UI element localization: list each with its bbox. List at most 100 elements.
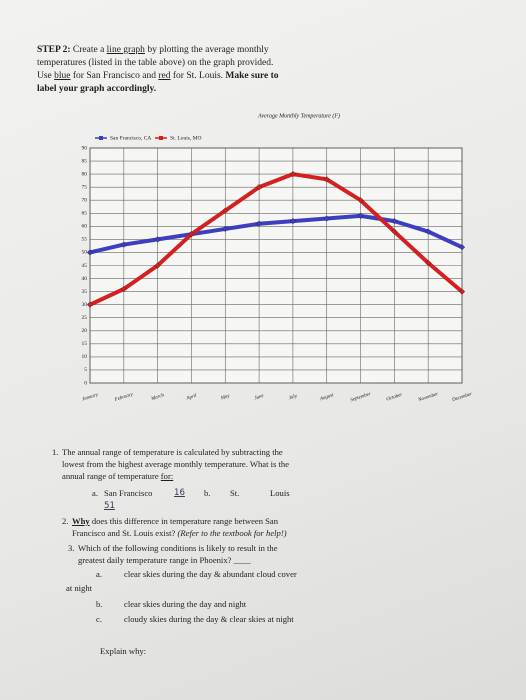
point — [357, 212, 364, 220]
y-tick-label: 0 — [84, 380, 87, 386]
chart-title: Average Monthly Temperature (F) — [257, 112, 340, 119]
point — [255, 220, 263, 227]
legend-label: San Francisco, CA — [110, 135, 151, 141]
legend-label: St. Louis, MO — [170, 135, 202, 141]
question-3: 3. Which of the following conditions is … — [68, 542, 303, 566]
text: Which of the following conditions is lik… — [78, 543, 278, 565]
x-tick-label: October — [386, 393, 403, 403]
text: clear skies during the day & abundant cl… — [124, 569, 297, 579]
legend-marker — [159, 136, 163, 140]
point — [86, 249, 94, 256]
series-line — [89, 213, 463, 255]
point — [255, 184, 263, 191]
text: by plotting the average monthly temperat… — [37, 45, 274, 81]
text: Create a — [72, 45, 105, 55]
marker: a. — [96, 569, 102, 579]
text: does this difference in temperature rang… — [72, 516, 279, 538]
text: at night — [66, 583, 93, 593]
y-tick-label: 85 — [82, 158, 88, 164]
text: St. — [230, 488, 240, 498]
point — [323, 176, 330, 183]
marker: c. — [96, 614, 102, 624]
point — [154, 262, 161, 269]
text: clear skies during the day and night — [124, 599, 247, 609]
number: 1. — [52, 447, 59, 457]
y-tick-label: 90 — [82, 145, 88, 151]
point — [425, 228, 432, 235]
point — [458, 288, 466, 295]
text: San Francisco — [104, 488, 153, 498]
point — [391, 217, 398, 225]
point — [188, 231, 195, 238]
marker: b. — [204, 488, 211, 498]
x-tick-label: December — [451, 392, 473, 403]
series-line — [89, 172, 464, 307]
y-tick-label: 45 — [82, 263, 88, 269]
text: red — [158, 71, 171, 81]
point — [222, 225, 229, 233]
x-tick-label: February — [113, 392, 134, 403]
question-2: 2. Why does this difference in temperatu… — [62, 515, 312, 539]
y-tick-label: 5 — [84, 367, 87, 373]
text: for: — [160, 471, 174, 481]
answer: 51 — [104, 501, 115, 511]
text: line graph — [106, 45, 145, 55]
y-tick-label: 65 — [82, 211, 88, 217]
text: cloudy skies during the day & clear skie… — [124, 614, 294, 624]
x-tick-label: June — [254, 394, 265, 402]
point — [458, 244, 466, 251]
point — [120, 285, 127, 293]
question-1: 1. The annual range of temperature is ca… — [52, 446, 302, 482]
text: for San Francisco and — [72, 71, 156, 81]
x-tick-label: August — [319, 393, 335, 403]
marker: a. — [92, 488, 98, 498]
point — [323, 215, 330, 222]
y-tick-label: 50 — [82, 250, 88, 256]
point — [289, 217, 297, 225]
number: 2. — [62, 516, 69, 526]
x-tick-label: March — [150, 393, 165, 402]
x-tick-label: July — [288, 394, 298, 402]
text: The annual range of temperature is calcu… — [62, 447, 290, 481]
point — [86, 301, 94, 308]
x-tick-label: September — [350, 392, 372, 403]
text: Explain why: — [100, 646, 147, 656]
instructions: STEP 2: Create a line graph by plotting … — [37, 44, 282, 96]
marker: b. — [96, 599, 103, 609]
text: Why — [72, 516, 90, 526]
point — [289, 170, 297, 178]
y-tick-label: 60 — [82, 224, 88, 230]
y-tick-label: 20 — [82, 328, 88, 334]
point — [357, 197, 364, 204]
y-tick-label: 25 — [82, 315, 88, 321]
y-tick-label: 35 — [82, 289, 88, 295]
point — [120, 241, 127, 248]
y-tick-label: 15 — [82, 341, 88, 347]
x-tick-label: November — [417, 392, 439, 403]
text: (Refer to the textbook for help!) — [177, 528, 287, 538]
legend-marker — [99, 136, 103, 140]
y-tick-label: 70 — [82, 197, 88, 203]
step-label: STEP 2: — [37, 45, 71, 55]
x-tick-label: April — [185, 393, 198, 401]
y-tick-label: 30 — [82, 302, 88, 308]
point — [391, 228, 398, 235]
text: for St. Louis. — [172, 71, 224, 81]
text: Make sure to label your graph accordingl… — [37, 71, 279, 94]
chart: Average Monthly Temperature (F) 0 5 10 15 20 2… — [82, 112, 473, 403]
number: 3. — [68, 543, 75, 553]
y-tick-label: 10 — [82, 354, 88, 360]
y-tick-label: 80 — [82, 171, 88, 177]
y-tick-label: 55 — [82, 237, 88, 243]
point — [425, 259, 432, 267]
y-tick-label: 40 — [82, 276, 88, 282]
text: blue — [54, 71, 71, 81]
answer: 16 — [174, 488, 185, 498]
x-tick-label: January — [82, 392, 100, 402]
x-tick-label: May — [220, 394, 232, 402]
text: Louis — [270, 488, 290, 498]
point — [222, 207, 229, 214]
y-tick-label: 75 — [82, 184, 88, 190]
point — [154, 236, 161, 243]
